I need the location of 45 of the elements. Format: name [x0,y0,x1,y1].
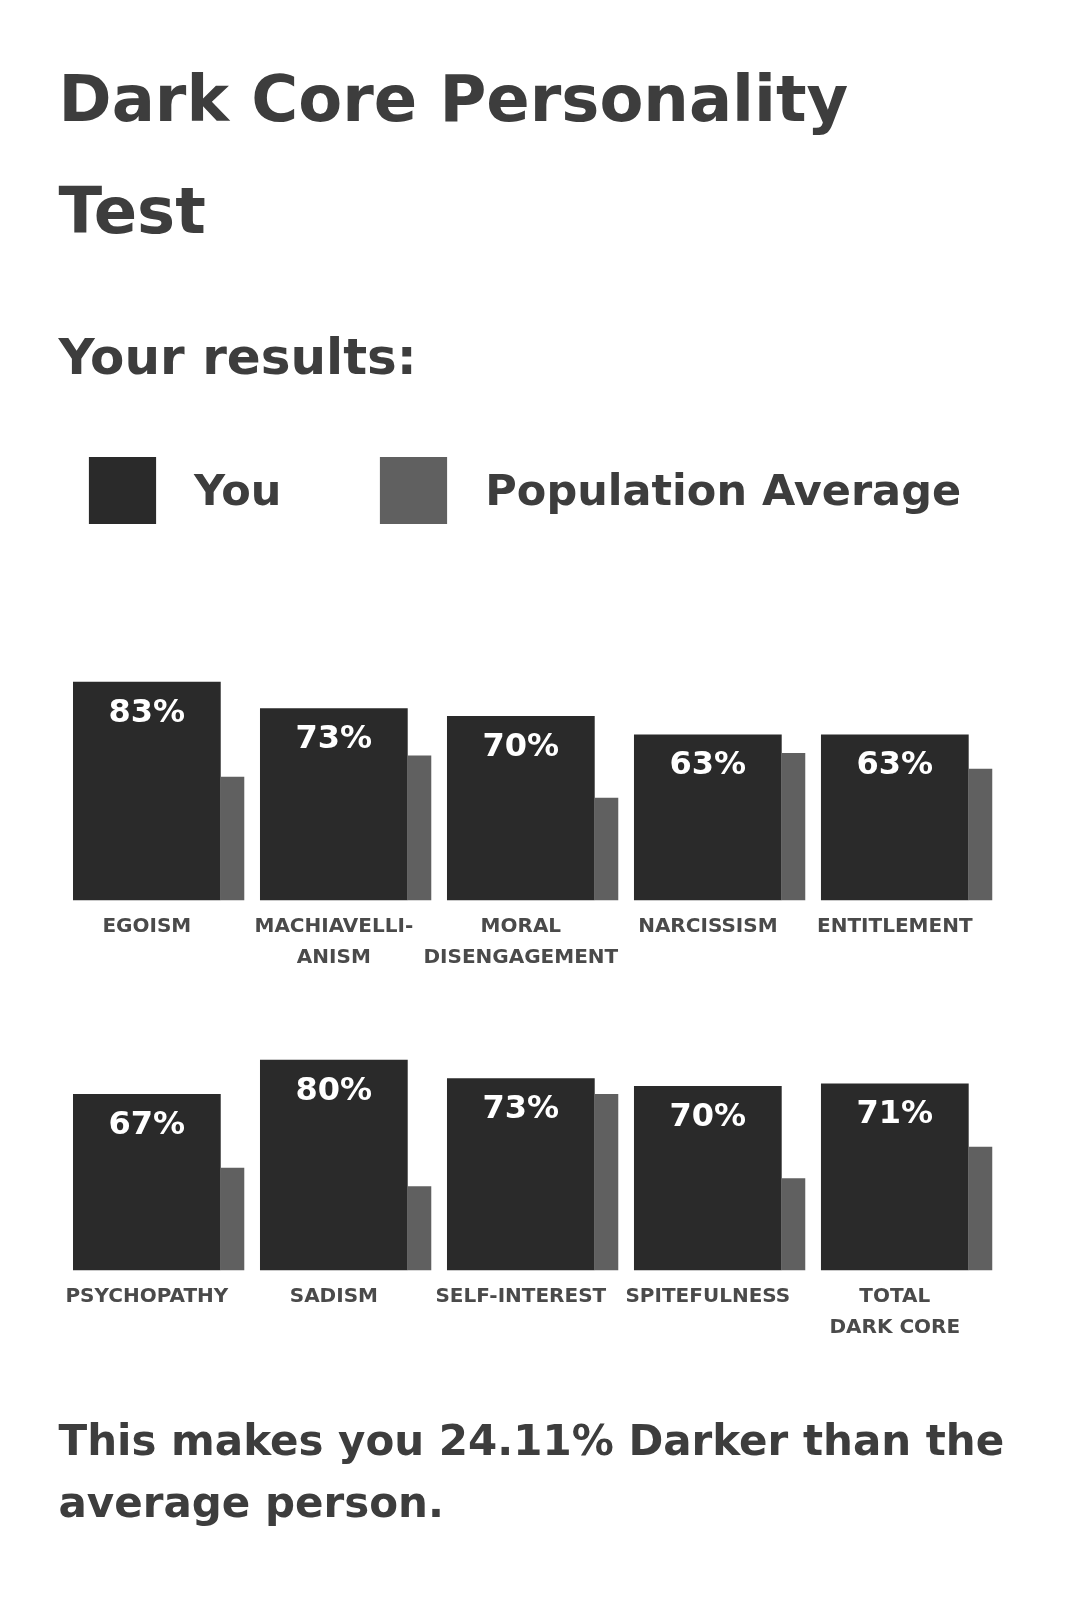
x-tick-label: ENTITLEMENT [817,912,973,937]
bar [73,1093,221,1271]
bar [446,1078,595,1271]
data-label: 63% [856,744,934,783]
bar [820,1083,969,1271]
bar [220,1167,245,1271]
bar [633,734,782,901]
x-tick-label: MORAL DISENGAGEMENT [423,912,619,968]
chart-subtitle: Your results: [57,328,417,386]
x-tick-label: SPITEFULNESS [625,1282,791,1307]
data-label: 63% [669,744,747,783]
data-label: 71% [856,1093,934,1132]
bar [220,776,245,901]
bar [968,1146,993,1271]
x-tick-label: MACHIAVELLI- ANISM [254,912,414,968]
data-label: 73% [295,718,373,757]
bar [259,1059,408,1271]
x-tick-label: TOTAL DARK CORE [829,1282,961,1338]
bar [781,752,806,901]
bar [594,797,619,901]
bar [446,716,595,901]
bar [968,768,993,901]
data-label: 70% [482,726,560,765]
x-tick-label: SADISM [289,1282,378,1307]
text: This makes you 24.11% Darker than the average person. [58,1415,1005,1527]
bar [820,734,969,901]
x-tick-label: PSYCHOPATHY [65,1282,229,1307]
data-label: 67% [108,1103,186,1142]
bar [594,1093,619,1271]
bar [781,1178,806,1271]
legend-label: Population Average [485,465,962,515]
bar [73,681,221,901]
data-label: 73% [482,1088,560,1127]
x-tick-label: SELF-INTEREST [435,1282,607,1307]
data-label: 83% [108,691,186,730]
x-tick-label: NARCISSISM [638,912,778,937]
bar [407,1186,432,1271]
bar [633,1086,782,1271]
data-label: 80% [295,1069,373,1108]
legend-label: You [194,465,282,515]
data-label: 70% [669,1096,747,1135]
bar [259,708,408,901]
chart-title: Dark Core Personality Test [58,62,849,248]
x-tick-label: EGOISM [102,912,192,937]
bar [407,755,432,901]
